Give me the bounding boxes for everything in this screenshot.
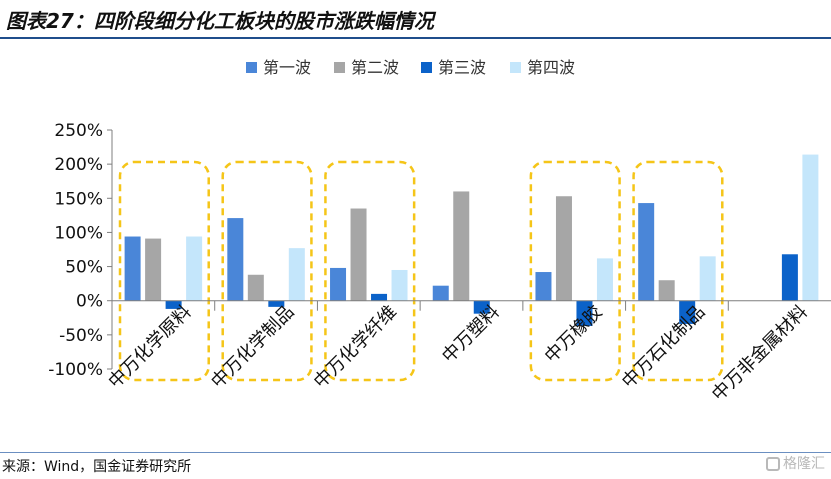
- y-tick-label: 100%: [54, 223, 103, 243]
- bar: [555, 196, 572, 301]
- y-tick-label: -100%: [48, 360, 103, 380]
- bar: [699, 256, 716, 301]
- highlight-box: [221, 160, 313, 382]
- legend-swatch: [421, 62, 432, 73]
- bar: [391, 269, 408, 301]
- bar: [145, 238, 162, 301]
- legend-label: 第一波: [263, 58, 311, 77]
- highlight-box: [324, 160, 416, 382]
- bars: [124, 154, 819, 326]
- bar: [802, 154, 819, 301]
- legend-label: 第四波: [527, 58, 575, 77]
- bar: [535, 272, 552, 301]
- legend-label: 第三波: [438, 58, 486, 77]
- highlight-box: [118, 160, 210, 382]
- bar: [247, 274, 264, 301]
- chart-title: 图表27：四阶段细分化工板块的股市涨跌幅情况: [6, 9, 434, 33]
- highlight-box: [632, 160, 724, 382]
- bar: [227, 218, 244, 301]
- legend-swatch: [334, 62, 345, 73]
- title-bar: 图表27：四阶段细分化工板块的股市涨跌幅情况: [0, 0, 831, 34]
- legend: 第一波 第二波 第三波 第四波: [246, 58, 575, 77]
- bar: [781, 254, 798, 301]
- highlight-box: [529, 160, 621, 382]
- bar: [350, 208, 367, 301]
- bar: [453, 191, 470, 301]
- watermark: 格隆汇: [766, 453, 825, 473]
- bar: [371, 293, 388, 301]
- title-rule: [0, 37, 831, 39]
- source-rule: [0, 452, 831, 453]
- watermark-logo-icon: [766, 457, 780, 471]
- bar: [165, 300, 182, 309]
- bar: [638, 203, 655, 301]
- bar-chart: 第一波 第二波 第三波 第四波 -100% -50% 0% 50% 100% 150% 200% 2…: [48, 58, 831, 405]
- legend-swatch: [510, 62, 521, 73]
- bar: [432, 285, 449, 301]
- x-tick-label: 中万非金属材料: [708, 301, 812, 405]
- x-tick-label: 中万橡胶: [541, 301, 607, 367]
- source-note: 来源：Wind，国金证券研究所: [2, 459, 192, 475]
- y-tick-label: -50%: [59, 326, 103, 346]
- bar: [596, 258, 613, 301]
- y-tick-label: 250%: [54, 121, 103, 141]
- bar: [473, 300, 490, 314]
- y-tick-label: 0%: [76, 292, 103, 312]
- y-axis: -100% -50% 0% 50% 100% 150% 200% 250%: [48, 121, 113, 380]
- highlight-boxes: [118, 160, 724, 382]
- x-tick-label: 中万塑料: [438, 301, 504, 367]
- legend-label: 第二波: [351, 58, 399, 77]
- bar: [186, 236, 203, 301]
- y-tick-label: 150%: [54, 189, 103, 209]
- y-tick-label: 200%: [54, 155, 103, 175]
- bar: [124, 236, 141, 301]
- bar: [330, 267, 347, 301]
- watermark-text: 格隆汇: [783, 456, 825, 472]
- bar: [576, 300, 593, 326]
- bar: [288, 248, 305, 301]
- bar: [658, 280, 675, 301]
- legend-swatch: [246, 62, 257, 73]
- bar: [268, 300, 285, 307]
- bar: [679, 300, 696, 324]
- y-tick-label: 50%: [65, 258, 103, 278]
